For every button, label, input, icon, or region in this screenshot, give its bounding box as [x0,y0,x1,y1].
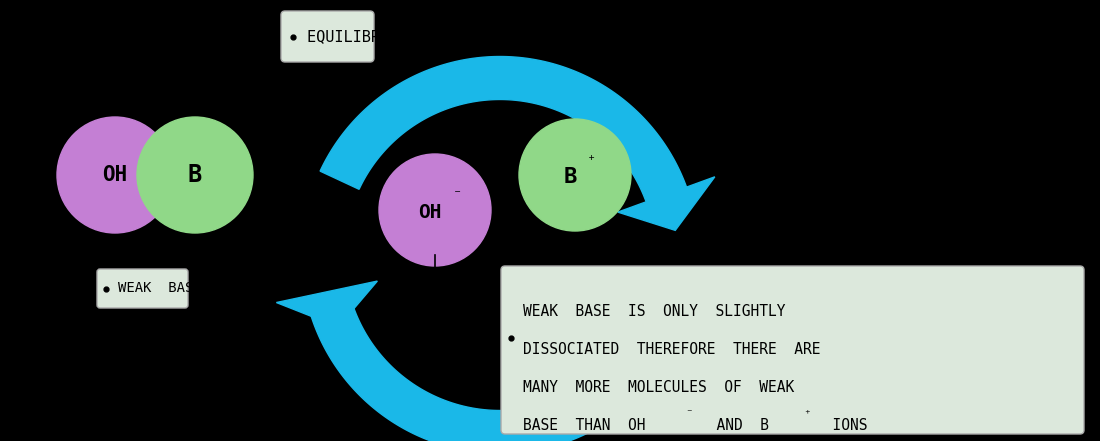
Circle shape [57,117,173,233]
Text: B: B [563,167,576,187]
Text: ⁺: ⁺ [803,407,811,421]
Text: MANY  MORE  MOLECULES  OF  WEAK: MANY MORE MOLECULES OF WEAK [522,381,794,396]
Text: WEAK  BASE  IS  ONLY  SLIGHTLY: WEAK BASE IS ONLY SLIGHTLY [522,304,785,319]
Polygon shape [618,177,715,230]
Circle shape [379,154,491,266]
Circle shape [519,119,631,231]
Text: EQUILIBRIUM  REACTION: EQUILIBRIUM REACTION [307,29,498,44]
Polygon shape [308,295,692,441]
Text: OH: OH [418,202,442,221]
Text: B: B [188,163,202,187]
Polygon shape [276,281,377,327]
Text: DISSOCIATED  THEREFORE  THERE  ARE: DISSOCIATED THEREFORE THERE ARE [522,343,821,358]
Circle shape [138,117,253,233]
Text: WEAK  BASE: WEAK BASE [118,281,201,295]
Text: ⁻: ⁻ [685,407,693,421]
FancyBboxPatch shape [280,11,374,62]
Text: IONS: IONS [815,419,868,434]
Text: ⁻: ⁻ [452,187,462,202]
Polygon shape [320,56,692,215]
FancyBboxPatch shape [97,269,188,308]
Text: AND  B: AND B [698,419,769,434]
FancyBboxPatch shape [500,266,1084,434]
Text: OH: OH [102,165,128,185]
Text: BASE  THAN  OH: BASE THAN OH [522,419,646,434]
Text: ⁺: ⁺ [586,153,595,168]
